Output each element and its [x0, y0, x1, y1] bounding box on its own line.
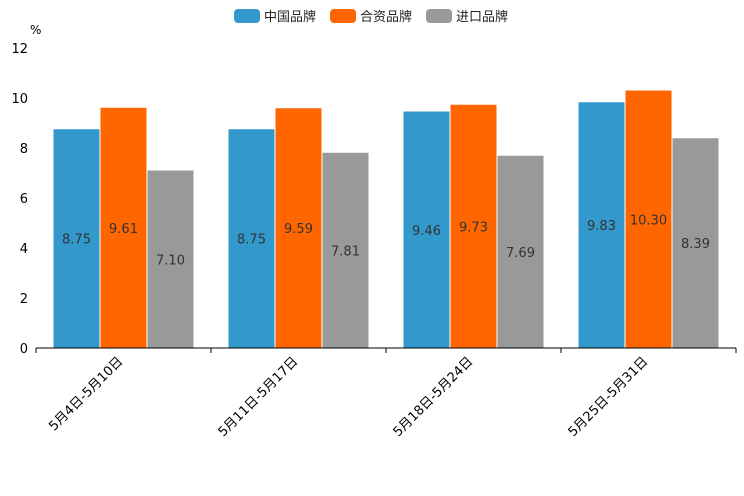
data-label: 9.46 — [412, 224, 441, 239]
legend-label: 进口品牌 — [456, 9, 508, 25]
x-tick-label: 5月25日-5月31日 — [566, 354, 652, 440]
data-label: 7.81 — [331, 244, 360, 259]
data-labels: 8.75 9.61 7.10 8.75 9.59 7.81 9.46 9.73 7.69 9.83… — [62, 213, 710, 268]
bar — [450, 104, 497, 348]
bar — [100, 107, 147, 348]
bars — [53, 90, 719, 348]
x-axis: 5月4日-5月10日 5月11日-5月17日 5月18日-5月24日 5月25日-5月… — [35, 348, 737, 440]
data-label: 9.83 — [587, 219, 616, 234]
bar — [403, 111, 450, 348]
data-label: 9.59 — [284, 222, 313, 237]
y-axis: 0 2 4 6 8 10 12 — [11, 42, 28, 357]
bar — [275, 108, 322, 348]
bar — [322, 152, 369, 348]
y-tick-label: 12 — [11, 42, 28, 57]
y-tick-label: 6 — [20, 192, 28, 207]
y-tick-label: 8 — [20, 142, 28, 157]
y-tick-label: 4 — [20, 242, 28, 257]
y-tick-label: 10 — [11, 92, 28, 107]
bar — [625, 90, 672, 348]
data-label: 9.73 — [459, 220, 488, 235]
legend-label: 中国品牌 — [264, 9, 316, 25]
data-label: 9.61 — [109, 222, 138, 237]
y-tick-label: 2 — [20, 292, 28, 307]
legend-swatch — [426, 9, 452, 23]
legend-item[interactable]: 合资品牌 — [330, 9, 412, 25]
legend-item[interactable]: 中国品牌 — [234, 9, 316, 25]
data-label: 8.75 — [62, 233, 91, 248]
data-label: 10.30 — [630, 213, 667, 228]
y-axis-unit: % — [30, 23, 41, 37]
data-label: 8.75 — [237, 233, 266, 248]
y-tick-label: 0 — [20, 342, 28, 357]
legend-swatch — [330, 9, 356, 23]
x-tick-label: 5月4日-5月10日 — [46, 354, 126, 434]
legend-label: 合资品牌 — [360, 9, 412, 25]
bar — [147, 170, 194, 348]
bar — [53, 129, 100, 348]
x-tick-label: 5月11日-5月17日 — [216, 354, 302, 440]
x-tick-label: 5月18日-5月24日 — [391, 354, 477, 440]
data-label: 7.10 — [156, 253, 185, 268]
data-label: 8.39 — [681, 237, 710, 252]
legend: 中国品牌 合资品牌 进口品牌 — [234, 9, 508, 25]
bar — [228, 129, 275, 348]
legend-swatch — [234, 9, 260, 23]
data-label: 7.69 — [506, 246, 535, 261]
legend-item[interactable]: 进口品牌 — [426, 9, 508, 25]
bar — [672, 138, 719, 348]
bar — [497, 155, 544, 348]
bar — [578, 102, 625, 348]
